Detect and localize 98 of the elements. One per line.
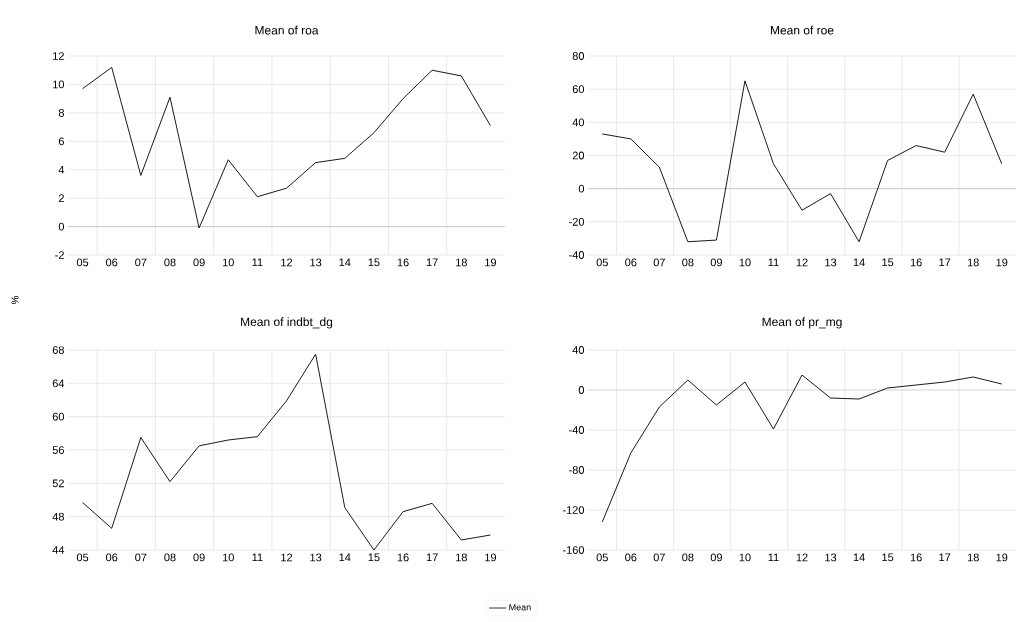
x-tick-label: 07 (135, 258, 147, 267)
x-tick-label: 18 (967, 553, 979, 562)
x-tick-label: 10 (739, 258, 751, 267)
x-tick-label: 12 (281, 553, 293, 562)
y-tick-label: 80 (572, 52, 585, 60)
x-tick-label: 10 (222, 553, 234, 562)
x-tick-label: 06 (106, 553, 118, 562)
x-tick-label: 11 (768, 553, 779, 562)
x-tick-label: 16 (397, 553, 409, 562)
y-tick-label: 68 (52, 346, 64, 354)
x-tick-label: 15 (882, 258, 894, 267)
y-axis-title: % (11, 295, 19, 305)
x-tick-label: 17 (426, 258, 438, 267)
x-tick-label: 05 (596, 258, 608, 267)
x-tick-label: 15 (882, 553, 894, 562)
line-series (82, 353, 491, 551)
x-tick-label: 06 (625, 258, 637, 267)
x-tick-label: 13 (310, 553, 322, 562)
y-tick-label: 56 (52, 446, 64, 454)
x-tick-label: 09 (193, 258, 205, 267)
line-series (82, 66, 491, 229)
y-tick-label: 0 (578, 386, 585, 394)
x-tick-label: 16 (397, 258, 409, 267)
x-tick-label: 15 (368, 258, 380, 267)
y-tick-label: -80 (569, 466, 585, 474)
x-tick-label: 08 (164, 258, 176, 267)
x-tick-label: 12 (281, 258, 293, 267)
x-tick-label: 10 (739, 553, 751, 562)
x-tick-label: 19 (996, 258, 1008, 267)
chart-title: Mean of roe (770, 25, 834, 35)
x-tick-label: 14 (853, 258, 865, 267)
x-tick-label: 19 (485, 258, 497, 267)
x-tick-label: 06 (625, 553, 637, 562)
x-tick-label: 05 (76, 553, 89, 562)
x-tick-label: 11 (252, 553, 263, 562)
x-tick-label: 07 (135, 553, 147, 562)
x-tick-label: 11 (768, 258, 779, 267)
y-tick-label: 40 (572, 118, 585, 127)
x-tick-label: 16 (910, 258, 922, 267)
y-tick-label: 44 (52, 546, 65, 554)
x-tick-label: 18 (967, 258, 979, 267)
y-tick-label: -160 (562, 546, 585, 554)
y-tick-label: 6 (58, 137, 64, 146)
x-tick-label: 08 (682, 258, 694, 267)
x-tick-label: 12 (796, 258, 808, 267)
x-tick-label: 13 (825, 258, 837, 267)
x-tick-label: 16 (910, 553, 922, 562)
x-tick-label: 19 (996, 553, 1008, 562)
x-tick-label: 17 (939, 553, 951, 562)
y-tick-label: 64 (52, 379, 65, 388)
chart-title: Mean of roa (255, 25, 319, 35)
x-tick-label: 09 (710, 258, 723, 267)
x-tick-label: 06 (106, 258, 118, 267)
x-tick-label: 11 (252, 258, 263, 267)
y-tick-label: -20 (569, 217, 585, 226)
y-tick-label: 0 (58, 222, 65, 231)
x-tick-label: 18 (456, 258, 467, 267)
y-tick-label: 52 (52, 479, 64, 488)
x-tick-label: 12 (796, 553, 808, 562)
y-tick-label: 60 (572, 85, 585, 94)
y-tick-label: -40 (569, 426, 585, 434)
y-tick-label: -40 (569, 251, 585, 259)
y-tick-label: 48 (52, 512, 64, 521)
y-tick-label: 4 (58, 165, 65, 174)
legend-label: Mean (509, 604, 531, 611)
y-tick-label: 12 (53, 52, 64, 60)
chart-title: Mean of pr_mg (762, 317, 842, 329)
x-tick-label: 07 (653, 258, 665, 267)
x-tick-label: 17 (426, 553, 438, 562)
y-tick-label: -120 (562, 506, 585, 514)
x-tick-label: 13 (825, 553, 837, 562)
y-tick-label: 40 (572, 346, 585, 354)
x-tick-label: 13 (310, 258, 322, 267)
x-tick-label: 08 (164, 553, 176, 562)
y-tick-label: 20 (572, 151, 585, 160)
x-tick-label: 05 (76, 258, 89, 267)
x-tick-label: 09 (193, 553, 205, 562)
chart-title: Mean of indbt_dg (241, 317, 333, 329)
x-tick-label: 14 (339, 553, 351, 562)
x-tick-label: 15 (368, 553, 380, 562)
y-tick-label: 60 (52, 412, 65, 421)
y-tick-label: 0 (578, 184, 585, 193)
x-tick-label: 14 (339, 258, 351, 267)
x-tick-label: 07 (653, 553, 665, 562)
y-tick-label: 2 (58, 194, 64, 202)
x-tick-label: 08 (682, 553, 694, 562)
x-tick-label: 19 (485, 553, 497, 562)
x-tick-label: 18 (456, 553, 467, 562)
x-tick-label: 17 (939, 258, 951, 267)
y-tick-label: -2 (55, 251, 64, 259)
x-tick-label: 14 (853, 553, 865, 562)
y-tick-label: 8 (58, 108, 64, 117)
x-tick-label: 05 (596, 553, 608, 562)
line-series (601, 374, 1003, 523)
y-tick-label: 10 (53, 80, 65, 89)
x-tick-label: 09 (710, 553, 723, 562)
line-series (601, 80, 1003, 243)
x-tick-label: 10 (222, 258, 234, 267)
